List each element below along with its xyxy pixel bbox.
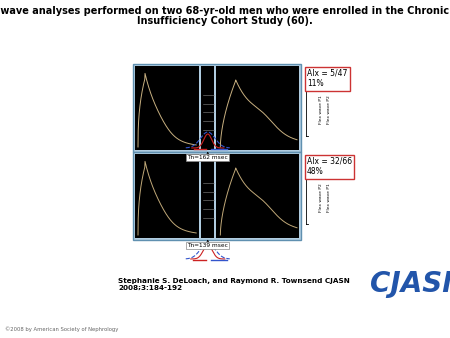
FancyBboxPatch shape [216,154,299,238]
FancyBboxPatch shape [135,154,199,238]
Text: Flex wave P2: Flex wave P2 [327,95,331,124]
Text: CJASN: CJASN [370,270,450,298]
Text: Tn=162 msec: Tn=162 msec [187,155,228,160]
Text: Tn=139 msec: Tn=139 msec [187,243,228,248]
Text: Flex wave P2: Flex wave P2 [319,184,323,212]
FancyBboxPatch shape [201,66,214,150]
Text: Pulse wave analyses performed on two 68-yr-old men who were enrolled in the Chro: Pulse wave analyses performed on two 68-… [0,6,450,16]
FancyBboxPatch shape [135,66,199,150]
Text: AIx = 5/47
11%: AIx = 5/47 11% [307,69,347,89]
Text: Insufficiency Cohort Study (60).: Insufficiency Cohort Study (60). [137,16,313,26]
FancyBboxPatch shape [133,152,301,240]
FancyBboxPatch shape [201,154,214,238]
Text: Stephanie S. DeLoach, and Raymond R. Townsend CJASN
2008;3:184-192: Stephanie S. DeLoach, and Raymond R. Tow… [118,278,350,291]
FancyBboxPatch shape [216,66,299,150]
Text: AIx = 32/66
48%: AIx = 32/66 48% [307,157,352,176]
Text: Flex wave P1: Flex wave P1 [319,95,323,124]
Text: ©2008 by American Society of Nephrology: ©2008 by American Society of Nephrology [5,327,118,332]
Text: Flex wave P1: Flex wave P1 [327,184,331,212]
FancyBboxPatch shape [133,64,301,152]
